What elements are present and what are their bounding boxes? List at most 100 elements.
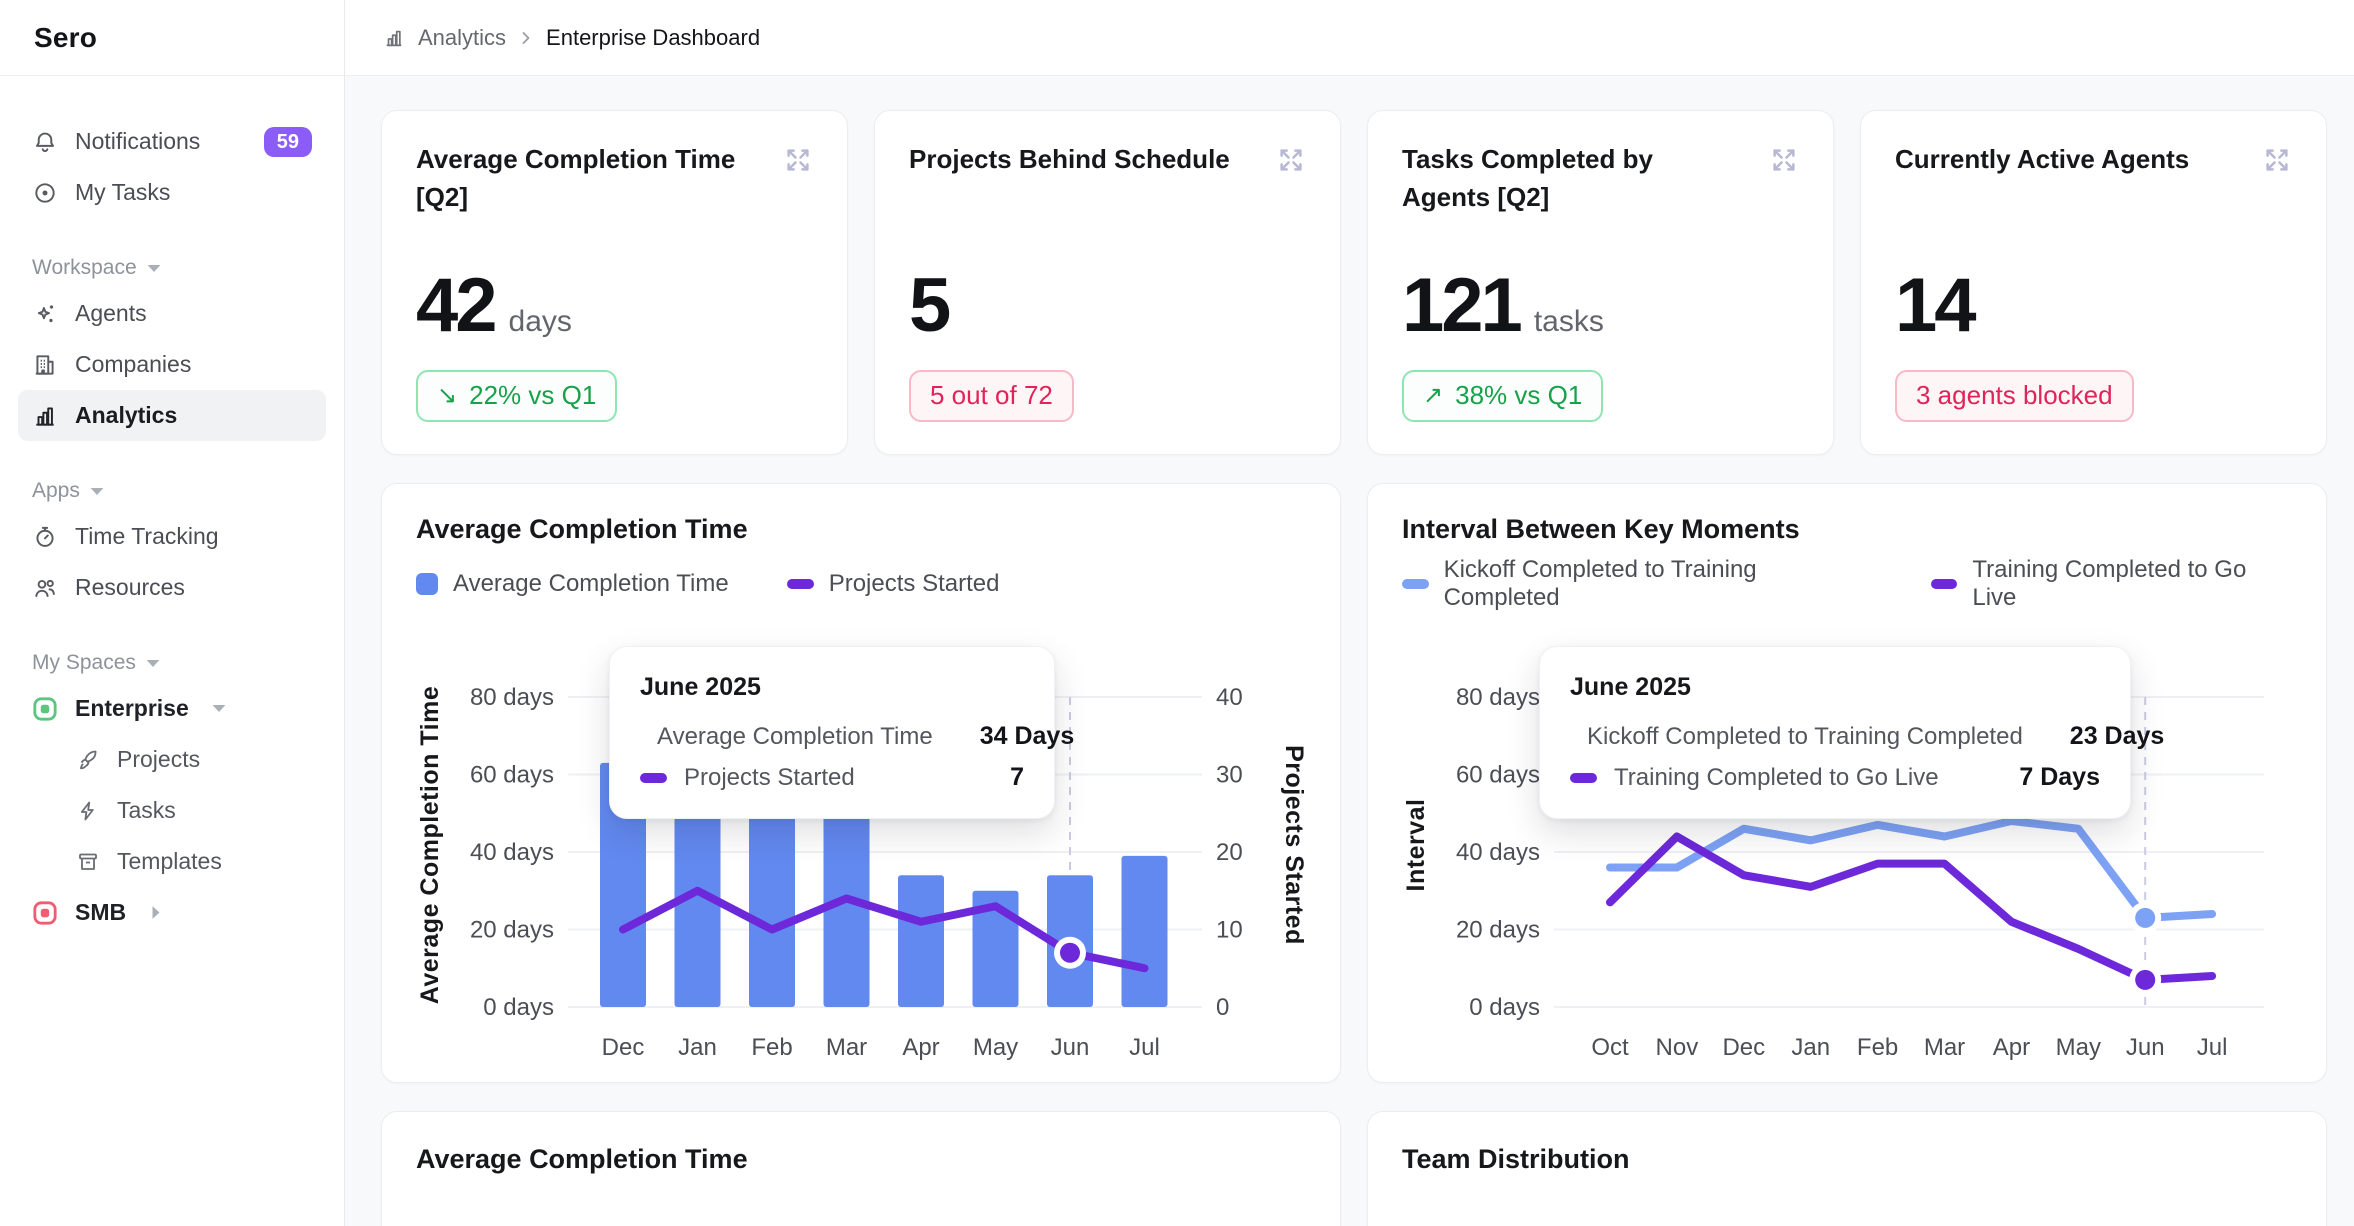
- kpi-card-title: Tasks Completed by Agents [Q2]: [1402, 144, 1653, 212]
- right-axis-title: Projects Started: [1280, 745, 1308, 945]
- kpi-badge: ↘ 22% vs Q1: [416, 370, 618, 422]
- chart-title: Team Distribution: [1402, 1144, 1630, 1174]
- sidebar-item-label: Enterprise: [75, 695, 189, 721]
- y-axis-tick: 0 days: [483, 994, 554, 1021]
- sidebar-item-projects[interactable]: Projects: [18, 734, 326, 785]
- kpi-card-title: Currently Active Agents: [1895, 144, 2190, 174]
- expand-icon[interactable]: [2262, 145, 2292, 175]
- tooltip-title: June 2025: [1570, 673, 1691, 701]
- expand-icon[interactable]: [1769, 145, 1799, 175]
- chevron-down-icon: [212, 704, 226, 713]
- arrow-up-right-icon: ↗: [1423, 382, 1444, 410]
- x-axis-tick: Jul: [2197, 1034, 2228, 1061]
- x-axis-tick: May: [2056, 1034, 2101, 1061]
- chart-canvas[interactable]: 0 days 20 days 40 days 60 days 80 days Oct Nov…: [1402, 609, 2292, 1069]
- sidebar-item-label: My Tasks: [75, 179, 171, 205]
- chart-card-1: Interval Between Key Moments Kickoff Comp…: [1367, 483, 2327, 1083]
- x-axis-tick: Feb: [751, 1034, 792, 1061]
- analytics-breadcrumb-icon: [383, 27, 405, 49]
- legend-square-chip: [416, 573, 438, 595]
- tooltip-value: 7: [1010, 763, 1024, 791]
- kpi-value: 121: [1402, 263, 1523, 349]
- sidebar-item-notifications[interactable]: Notifications 59: [18, 116, 326, 167]
- chart-canvas[interactable]: 0 days 0 20 days 10 40 days 20 60 days 30 80 day…: [416, 609, 1306, 1069]
- bar-Feb[interactable]: [749, 793, 795, 1007]
- chart-title: Average Completion Time: [416, 1144, 748, 1174]
- sidebar-item-templates[interactable]: Templates: [18, 836, 326, 887]
- legend-label: Projects Started: [828, 570, 1000, 597]
- sidebar-item-label: Resources: [75, 574, 185, 600]
- tooltip-title: June 2025: [640, 673, 761, 701]
- line-series[interactable]: [1606, 832, 2217, 984]
- sidebar-item-label: SMB: [75, 899, 127, 925]
- sidebar-item-tasks[interactable]: Tasks: [18, 785, 326, 836]
- line-series[interactable]: [1606, 817, 2217, 922]
- notification-count-badge: 59: [263, 126, 312, 157]
- x-axis-tick: Nov: [1656, 1034, 1699, 1061]
- sidebar-item-smb[interactable]: SMB: [18, 887, 326, 938]
- bottom-chart-card-1: Team Distribution: [1367, 1111, 2327, 1226]
- kpi-card-3: Currently Active Agents 14 3 agents blocke…: [1860, 110, 2327, 455]
- chevron-down-icon: [146, 659, 160, 668]
- tooltip-label: Training Completed to Go Live: [1614, 763, 1939, 791]
- x-axis-tick: Mar: [1924, 1034, 1965, 1061]
- y-axis-tick: 80 days: [470, 684, 554, 711]
- tooltip-label: Average Completion Time: [657, 722, 933, 750]
- bar-May[interactable]: [972, 890, 1019, 1007]
- chart-plot-area: 0 days 0 20 days 10 40 days 20 60 days 30 80 day…: [416, 609, 1308, 1069]
- chart-title: Interval Between Key Moments: [1402, 514, 1800, 544]
- active-point: [2135, 907, 2156, 928]
- legend-dash-chip: [786, 579, 814, 589]
- sidebar-section-label[interactable]: Apps: [18, 479, 326, 503]
- sidebar-item-resources[interactable]: Resources: [18, 562, 326, 613]
- chevron-down-icon: [147, 264, 161, 273]
- sidebar-section-label[interactable]: Workspace: [18, 256, 326, 280]
- kpi-row: Average Completion Time [Q2] 42 days ↘ 22% v…: [381, 110, 2327, 455]
- chart-plot-area: 0 days 20 days 40 days 60 days 80 days Oct Nov…: [1402, 609, 2292, 1069]
- sidebar-item-label: Notifications: [75, 128, 201, 154]
- x-axis-tick: Oct: [1591, 1034, 1629, 1061]
- kpi-badge-text: 3 agents blocked: [1916, 380, 2113, 411]
- sidebar-item-companies[interactable]: Companies: [18, 339, 326, 390]
- chart-title: Average Completion Time: [416, 514, 748, 544]
- tooltip-row: Average Completion Time 34 Days: [640, 722, 1074, 751]
- y-axis-tick: 20 days: [470, 917, 554, 944]
- bar-Jul[interactable]: [1121, 855, 1168, 1007]
- sidebar-item-my-tasks[interactable]: My Tasks: [18, 167, 326, 218]
- main-area: Analytics Enterprise Dashboard Average C…: [345, 0, 2354, 1226]
- sidebar-section-label[interactable]: My Spaces: [18, 651, 326, 675]
- legend-item[interactable]: Kickoff Completed to Training Completed: [1402, 556, 1873, 612]
- chart-tooltip: June 2025 Kickoff Completed to Training C…: [1539, 646, 2164, 819]
- breadcrumb-analytics-link[interactable]: Analytics: [418, 24, 507, 50]
- sidebar-item-time-tracking[interactable]: Time Tracking: [18, 511, 326, 562]
- expand-icon[interactable]: [1276, 145, 1306, 175]
- app-logo: Sero: [0, 0, 344, 76]
- kpi-value: 42: [416, 263, 498, 349]
- expand-icon[interactable]: [783, 145, 813, 175]
- bell-icon: [32, 129, 58, 155]
- chart-legend: Kickoff Completed to Training Completed T…: [1402, 556, 2292, 611]
- kpi-card-title: Projects Behind Schedule: [909, 144, 1230, 174]
- sidebar-item-agents[interactable]: Agents: [18, 288, 326, 339]
- y-axis-tick: 20 days: [1456, 917, 1540, 944]
- x-axis-tick: Dec: [1722, 1034, 1765, 1061]
- right-axis-tick: 20: [1216, 839, 1243, 866]
- legend-item[interactable]: Training Completed to Go Live: [1930, 556, 2292, 612]
- bar-Dec[interactable]: [600, 762, 646, 1007]
- bar-Apr[interactable]: [898, 875, 944, 1007]
- tooltip-dash-chip: [1570, 772, 1597, 783]
- y-axis-tick: 40 days: [1456, 839, 1540, 866]
- legend-item[interactable]: Average Completion Time: [416, 570, 729, 598]
- sidebar-item-label: Templates: [117, 848, 222, 874]
- legend-item[interactable]: Projects Started: [786, 570, 1000, 598]
- right-axis-tick: 30: [1216, 762, 1243, 789]
- y-axis-tick: 0 days: [1469, 994, 1540, 1021]
- bottom-chart-card-0: Average Completion Time: [381, 1111, 1341, 1226]
- x-axis-tick: May: [973, 1034, 1018, 1061]
- sidebar-item-analytics[interactable]: Analytics: [18, 390, 326, 441]
- sidebar-item-enterprise[interactable]: Enterprise: [18, 683, 326, 734]
- breadcrumb-current-page: Enterprise Dashboard: [546, 24, 761, 50]
- chart-legend: Average Completion Time Projects Started: [416, 569, 1306, 599]
- sidebar-nav: Notifications 59 My Tasks Workspace Agents Co…: [0, 76, 344, 1226]
- kpi-unit: tasks: [1533, 305, 1604, 339]
